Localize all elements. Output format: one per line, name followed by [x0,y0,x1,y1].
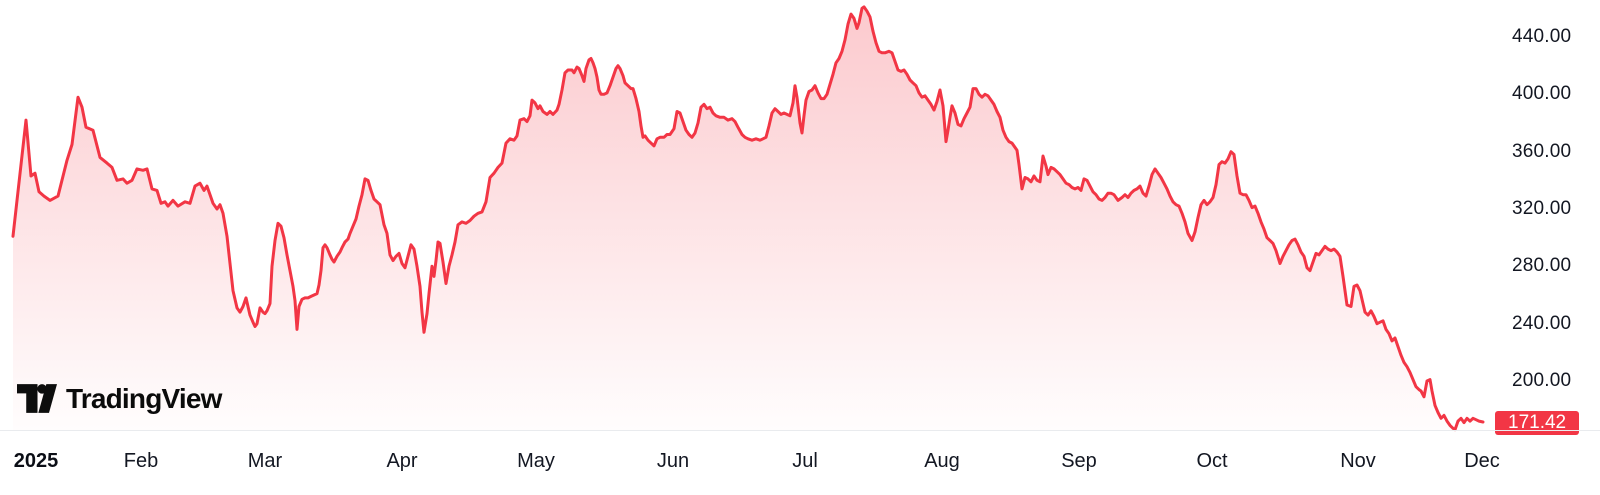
tradingview-logo[interactable]: TradingView [17,383,222,414]
time-tick-label: Jul [792,450,818,472]
price-tick-label: 320.00 [1512,198,1572,219]
time-tick-label: Sep [1061,450,1097,472]
price-tick-label: 400.00 [1512,83,1572,104]
time-tick-label: Apr [386,450,418,472]
year-label: 2025 [13,450,59,472]
time-tick-label: Dec [1464,450,1500,472]
time-tick-label: Aug [924,450,960,472]
price-tick-label: 200.00 [1512,370,1572,391]
price-tick-label: 280.00 [1512,255,1572,276]
last-price-badge: 171.42 [1495,411,1580,435]
price-tick-label: 440.00 [1512,26,1572,47]
time-tick-label: Feb [123,450,159,472]
price-line-series [11,5,1485,432]
time-tick-label: Oct [1196,450,1228,472]
time-tick-label: Mar [247,450,283,472]
time-axis-separator [0,430,1600,431]
price-tick-label: 240.00 [1512,313,1572,334]
tradingview-logo-icon [17,384,57,413]
tradingview-logo-text: TradingView [66,383,222,414]
area-fill [13,6,1483,431]
time-axis[interactable]: 2025 Feb Mar Apr May Jun Jul Aug Sep Oct Nov Dec [0,449,1600,473]
time-tick-label: Jun [656,450,690,472]
price-tick-label: 360.00 [1512,141,1572,162]
time-tick-label: Nov [1340,450,1376,472]
price-axis[interactable]: 440.00 400.00 360.00 320.00 280.00 240.00 200.… [0,0,1600,430]
time-tick-label: May [517,450,555,472]
